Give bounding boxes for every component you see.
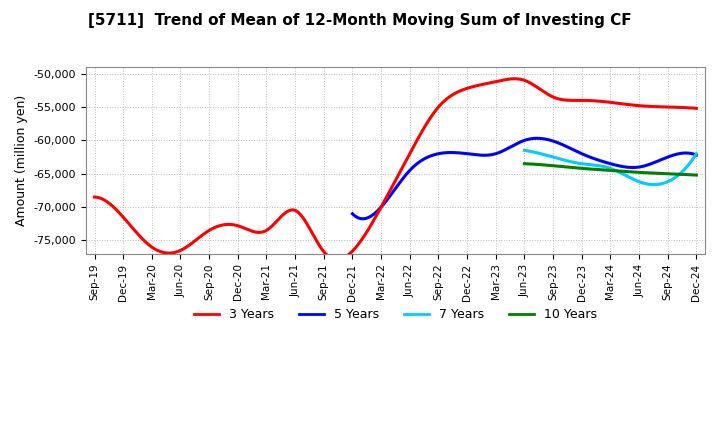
Text: [5711]  Trend of Mean of 12-Month Moving Sum of Investing CF: [5711] Trend of Mean of 12-Month Moving … <box>88 13 632 28</box>
Y-axis label: Amount (million yen): Amount (million yen) <box>15 95 28 226</box>
Legend: 3 Years, 5 Years, 7 Years, 10 Years: 3 Years, 5 Years, 7 Years, 10 Years <box>189 303 602 326</box>
